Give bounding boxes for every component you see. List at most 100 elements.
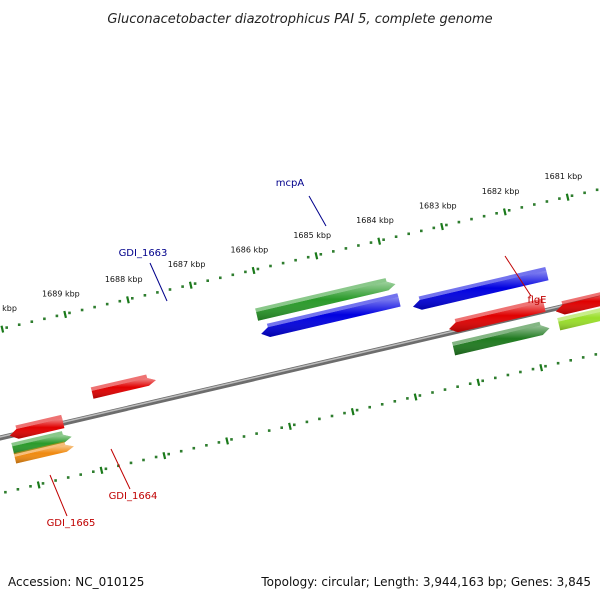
scale-tick [440, 222, 444, 231]
gene-red-right-b-top [561, 292, 600, 305]
scale-dot [55, 314, 59, 318]
scale-dot [468, 382, 472, 385]
inner-dot-track [4, 353, 598, 494]
map-title: Gluconacetobacter diazotrophicus PAI 5, … [107, 12, 492, 27]
gene-red-right-a [449, 298, 546, 333]
scale-dot [293, 423, 296, 427]
scale-tick [63, 310, 68, 319]
gene-blue-2-shade [261, 296, 401, 337]
scale-tick [99, 466, 104, 474]
gene-orange-left-top [13, 441, 66, 457]
scale-tick [539, 364, 544, 372]
gene-mcpa-top [255, 278, 387, 313]
scale-dot [470, 217, 473, 221]
scale-dot [219, 276, 222, 280]
scale-dot [267, 429, 271, 432]
accession-label: Accession: NC_010125 [8, 575, 144, 589]
tick-label-1689: 1689 kbp [42, 290, 80, 299]
gene-gdi1663-shade [413, 270, 549, 310]
gene-flge-leader [504, 255, 532, 297]
scale-tick [225, 437, 229, 445]
scale-dot [319, 253, 323, 256]
scale-dot [531, 367, 535, 371]
gene-flge-shade [452, 325, 550, 356]
gene-mcpa-label: mcpA [276, 178, 305, 189]
scale-dot [231, 273, 235, 277]
scale-dot [269, 264, 272, 268]
scale-dot [456, 385, 459, 388]
scale-tick [0, 325, 5, 333]
scale-dot [355, 408, 359, 412]
gene-orange-left-shade [14, 444, 74, 464]
scale-dot [556, 361, 560, 365]
scale-dot [581, 356, 585, 359]
gene-gdi1665-leader [49, 474, 68, 517]
outer-ticks [0, 193, 570, 333]
gene-gdi1664-leader [110, 448, 131, 490]
scale-dot [105, 302, 109, 306]
scale-dot [129, 461, 133, 465]
scale-dot [17, 323, 21, 326]
scale-dot [494, 376, 497, 380]
scale-dot [357, 244, 360, 247]
scale-tick [126, 296, 130, 304]
scale-dot [4, 490, 7, 494]
scale-dot [167, 452, 170, 456]
scale-tick [565, 193, 570, 201]
scale-dot [244, 270, 247, 274]
gene-lightgreen-top [557, 308, 600, 322]
scale-dot [495, 212, 498, 215]
tick-label-1684: 1684 kbp [356, 216, 394, 225]
scale-dot [192, 446, 196, 450]
gene-gdi1665-label: GDI_1665 [47, 518, 96, 529]
scale-dot [41, 482, 45, 485]
scale-dot [142, 458, 145, 462]
scale-dot [156, 291, 159, 294]
scale-dot [569, 359, 572, 362]
tick-label-1681: 1681 kbp [545, 172, 583, 181]
gene-green-left-shade [12, 434, 72, 455]
scale-tick [350, 407, 355, 416]
scale-dot [445, 223, 448, 227]
gene-blue-2 [261, 293, 401, 337]
scale-dot [255, 432, 258, 435]
scale-dot [154, 455, 158, 459]
scale-dot [30, 320, 34, 323]
tick-label-1682: 1682 kbp [482, 187, 520, 196]
scale-dot [92, 470, 95, 473]
scale-dot [558, 197, 561, 200]
gene-red-right-a-shade [449, 302, 546, 333]
gene-green-left [11, 431, 72, 455]
scale-dot [29, 485, 32, 488]
scale-dot [520, 206, 524, 209]
scale-dot [179, 449, 183, 453]
gene-gdi1664-top [90, 374, 148, 391]
scale-tick [188, 281, 193, 289]
scale-tick [288, 422, 292, 430]
scale-dot [570, 194, 574, 197]
scale-dot [407, 232, 410, 236]
gene-green-left-top [11, 431, 63, 447]
scale-dot [5, 326, 8, 329]
scale-dot [131, 297, 134, 300]
scale-dot [544, 364, 547, 368]
scale-dot [281, 261, 285, 265]
gene-mcpa-leader [308, 195, 327, 227]
gene-red-right-a-top [454, 298, 544, 323]
scale-dot [280, 426, 283, 429]
scale-dot [330, 414, 334, 418]
label-layer: 1681 kbp 1682 kbp 1683 kbp 1684 kbp 1685 kbp… [0, 172, 582, 529]
scale-dot [382, 238, 385, 241]
gene-mcpa-shade [256, 281, 396, 321]
gene-red-right-b [555, 292, 600, 315]
gene-red-right-b-shade [555, 295, 600, 315]
scale-dot [43, 317, 46, 321]
scale-dot [256, 267, 260, 271]
tick-label-1690: 1690 kbp [0, 304, 17, 313]
scale-dot [533, 203, 536, 206]
scale-dot [104, 467, 108, 471]
scale-tick [251, 266, 256, 275]
scale-dot [143, 294, 147, 297]
gene-lightgreen [557, 308, 600, 331]
